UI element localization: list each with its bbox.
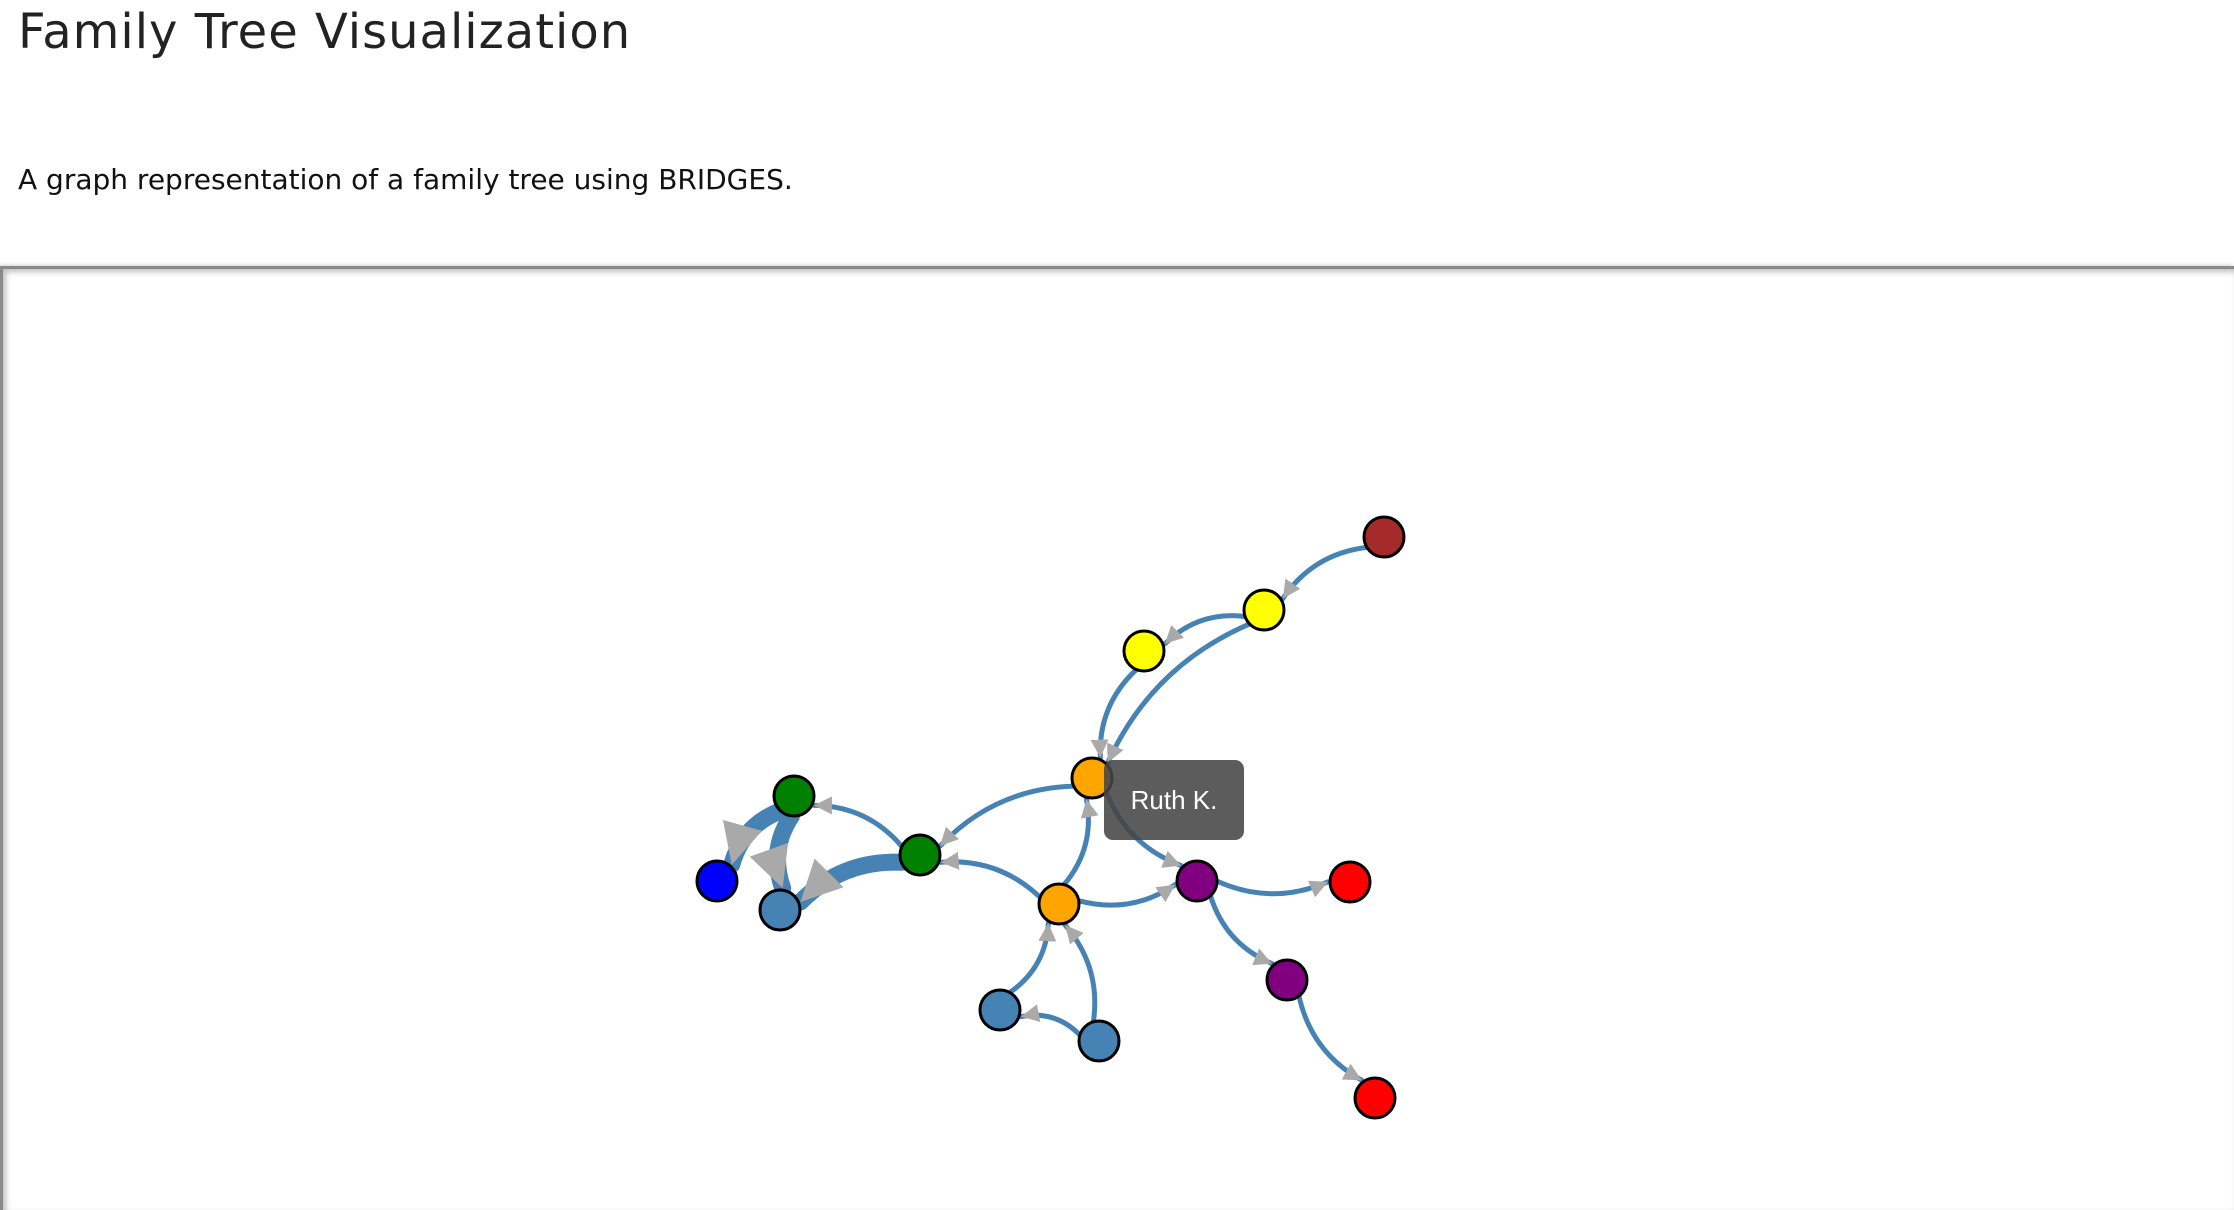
node-green-2[interactable] — [898, 833, 942, 877]
node-green-1[interactable] — [772, 774, 816, 818]
node-purple-1[interactable] — [1175, 859, 1219, 903]
edge-purple-1-to-red-1 — [1214, 878, 1331, 898]
page-title: Family Tree Visualization — [18, 4, 632, 60]
edge-orange-2-to-green-2 — [938, 851, 1043, 900]
edge-steel-2-to-orange-2 — [1007, 920, 1057, 996]
node-red-1[interactable] — [1328, 860, 1372, 904]
node-brown[interactable] — [1362, 515, 1406, 559]
edge-purple-2-to-red-2 — [1296, 993, 1365, 1083]
graph-canvas[interactable]: Ruth K. — [0, 266, 2234, 1210]
node-orange-2[interactable] — [1037, 882, 1081, 926]
edge-green-1-to-steel-1 — [749, 807, 801, 897]
node-purple-2[interactable] — [1265, 958, 1309, 1002]
edge-steel-3-to-steel-2 — [1018, 1004, 1083, 1038]
node-yellow-1[interactable] — [1242, 588, 1286, 632]
edge-yellow-1-to-yellow-2 — [1162, 613, 1248, 647]
edge-green-1-to-blue — [722, 802, 790, 874]
page-description: A graph representation of a family tree … — [18, 163, 793, 196]
edge-purple-1-to-purple-2 — [1207, 893, 1275, 967]
node-steel-1[interactable] — [758, 888, 802, 932]
edge-orange-2-to-purple-1 — [1076, 882, 1178, 908]
edge-brown-to-yellow-1 — [1280, 544, 1370, 602]
node-steel-3[interactable] — [1077, 1019, 1121, 1063]
node-steel-2[interactable] — [978, 988, 1022, 1032]
node-layer — [695, 515, 1406, 1120]
edge-yellow-1-to-orange-ruth — [1105, 621, 1253, 766]
node-blue[interactable] — [695, 859, 739, 903]
family-tree-graph[interactable] — [3, 269, 2234, 1210]
node-yellow-2[interactable] — [1122, 629, 1166, 673]
edge-green-2-to-steel-1 — [791, 853, 910, 911]
node-red-2[interactable] — [1353, 1076, 1397, 1120]
edge-orange-ruth-to-green-2 — [937, 783, 1077, 849]
edge-green-2-to-green-1 — [811, 796, 905, 850]
edge-yellow-2-to-orange-ruth — [1090, 667, 1139, 761]
edge-steel-3-to-orange-2 — [1062, 922, 1098, 1025]
node-tooltip: Ruth K. — [1104, 760, 1244, 840]
edge-orange-2-to-orange-ruth — [1061, 796, 1099, 888]
tooltip-label: Ruth K. — [1130, 785, 1218, 815]
